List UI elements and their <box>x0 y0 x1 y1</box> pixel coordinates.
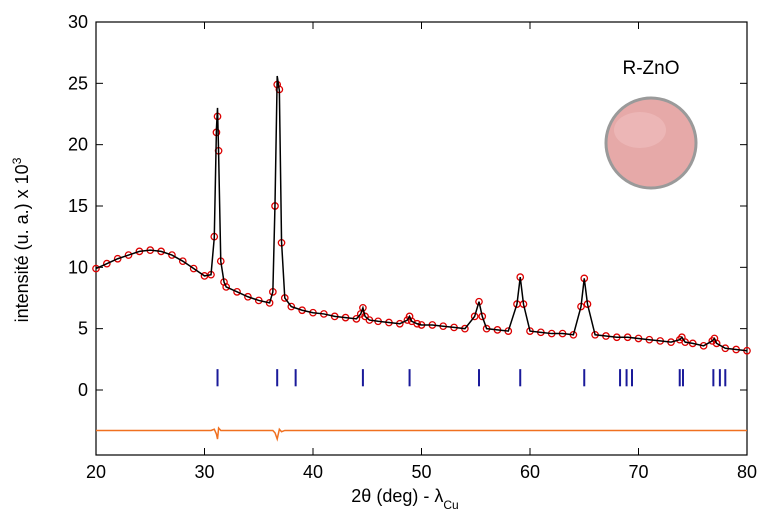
x-tick-label: 40 <box>303 462 323 482</box>
series-line <box>95 75 748 352</box>
observed-point <box>178 257 187 266</box>
observed-point <box>233 288 241 296</box>
observed-point <box>359 303 367 312</box>
y-tick-label: 0 <box>78 380 88 400</box>
observed-point <box>113 254 122 263</box>
y-tick-label: 30 <box>68 12 88 32</box>
observed-point <box>244 292 252 301</box>
observed-point <box>413 319 422 328</box>
observed-point <box>361 312 369 321</box>
plot-frame <box>95 21 748 456</box>
observed-point <box>92 264 100 273</box>
y-tick-label: 15 <box>68 196 88 216</box>
y-tick-label: 20 <box>68 135 88 155</box>
observed-point <box>168 251 176 259</box>
x-axis-label: 2θ (deg) - λCu <box>351 486 458 512</box>
series-line <box>96 426 747 442</box>
observed-point <box>470 312 479 321</box>
x-tick-label: 80 <box>737 462 757 482</box>
observed-point <box>124 251 133 259</box>
y-label-text: intensité (u. a.) x 10 <box>12 164 32 322</box>
y-tick-label: 5 <box>78 319 88 339</box>
observed-point <box>222 283 231 291</box>
annotation: R-ZnO <box>623 58 680 79</box>
y-label-sup: 3 <box>10 157 24 164</box>
x-label-sub: Cu <box>443 498 458 512</box>
observed-point <box>189 264 198 273</box>
y-tick-label: 10 <box>68 257 88 277</box>
x-tick-label: 20 <box>86 462 106 482</box>
observed-point <box>712 339 721 348</box>
sample-highlight <box>614 112 666 148</box>
x-tick-label: 30 <box>194 462 214 482</box>
observed-point <box>103 259 111 268</box>
observed-point <box>287 302 296 311</box>
x-tick-label: 50 <box>411 462 431 482</box>
y-tick-label: 25 <box>68 73 88 93</box>
x-label-text: 2θ (deg) - λ <box>351 486 443 506</box>
x-tick-label: 60 <box>520 462 540 482</box>
y-axis-label: intensité (u. a.) x 103 <box>10 157 32 322</box>
x-tick-label: 70 <box>628 462 648 482</box>
